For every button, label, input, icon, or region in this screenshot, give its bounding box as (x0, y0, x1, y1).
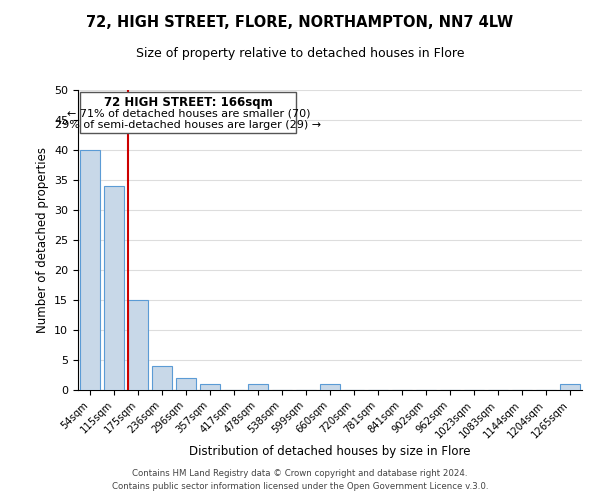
Bar (104, 186, 124, 390)
X-axis label: Distribution of detached houses by size in Flore: Distribution of detached houses by size … (189, 446, 471, 458)
Text: Contains HM Land Registry data © Crown copyright and database right 2024.: Contains HM Land Registry data © Crown c… (132, 468, 468, 477)
Bar (248, 384, 268, 390)
Bar (320, 384, 340, 390)
Text: 72, HIGH STREET, FLORE, NORTHAMPTON, NN7 4LW: 72, HIGH STREET, FLORE, NORTHAMPTON, NN7… (86, 15, 514, 30)
Text: Size of property relative to detached houses in Flore: Size of property relative to detached ho… (136, 48, 464, 60)
Text: Contains public sector information licensed under the Open Government Licence v.: Contains public sector information licen… (112, 482, 488, 491)
FancyBboxPatch shape (80, 92, 296, 133)
Bar (128, 300, 148, 390)
Y-axis label: Number of detached properties: Number of detached properties (35, 147, 49, 333)
Bar (200, 384, 220, 390)
Bar (80, 150, 100, 390)
Text: ← 71% of detached houses are smaller (70): ← 71% of detached houses are smaller (70… (67, 108, 310, 118)
Bar (560, 384, 580, 390)
Text: 72 HIGH STREET: 166sqm: 72 HIGH STREET: 166sqm (104, 96, 273, 109)
Bar (152, 366, 172, 390)
Text: 29% of semi-detached houses are larger (29) →: 29% of semi-detached houses are larger (… (55, 120, 322, 130)
Bar (176, 378, 196, 390)
